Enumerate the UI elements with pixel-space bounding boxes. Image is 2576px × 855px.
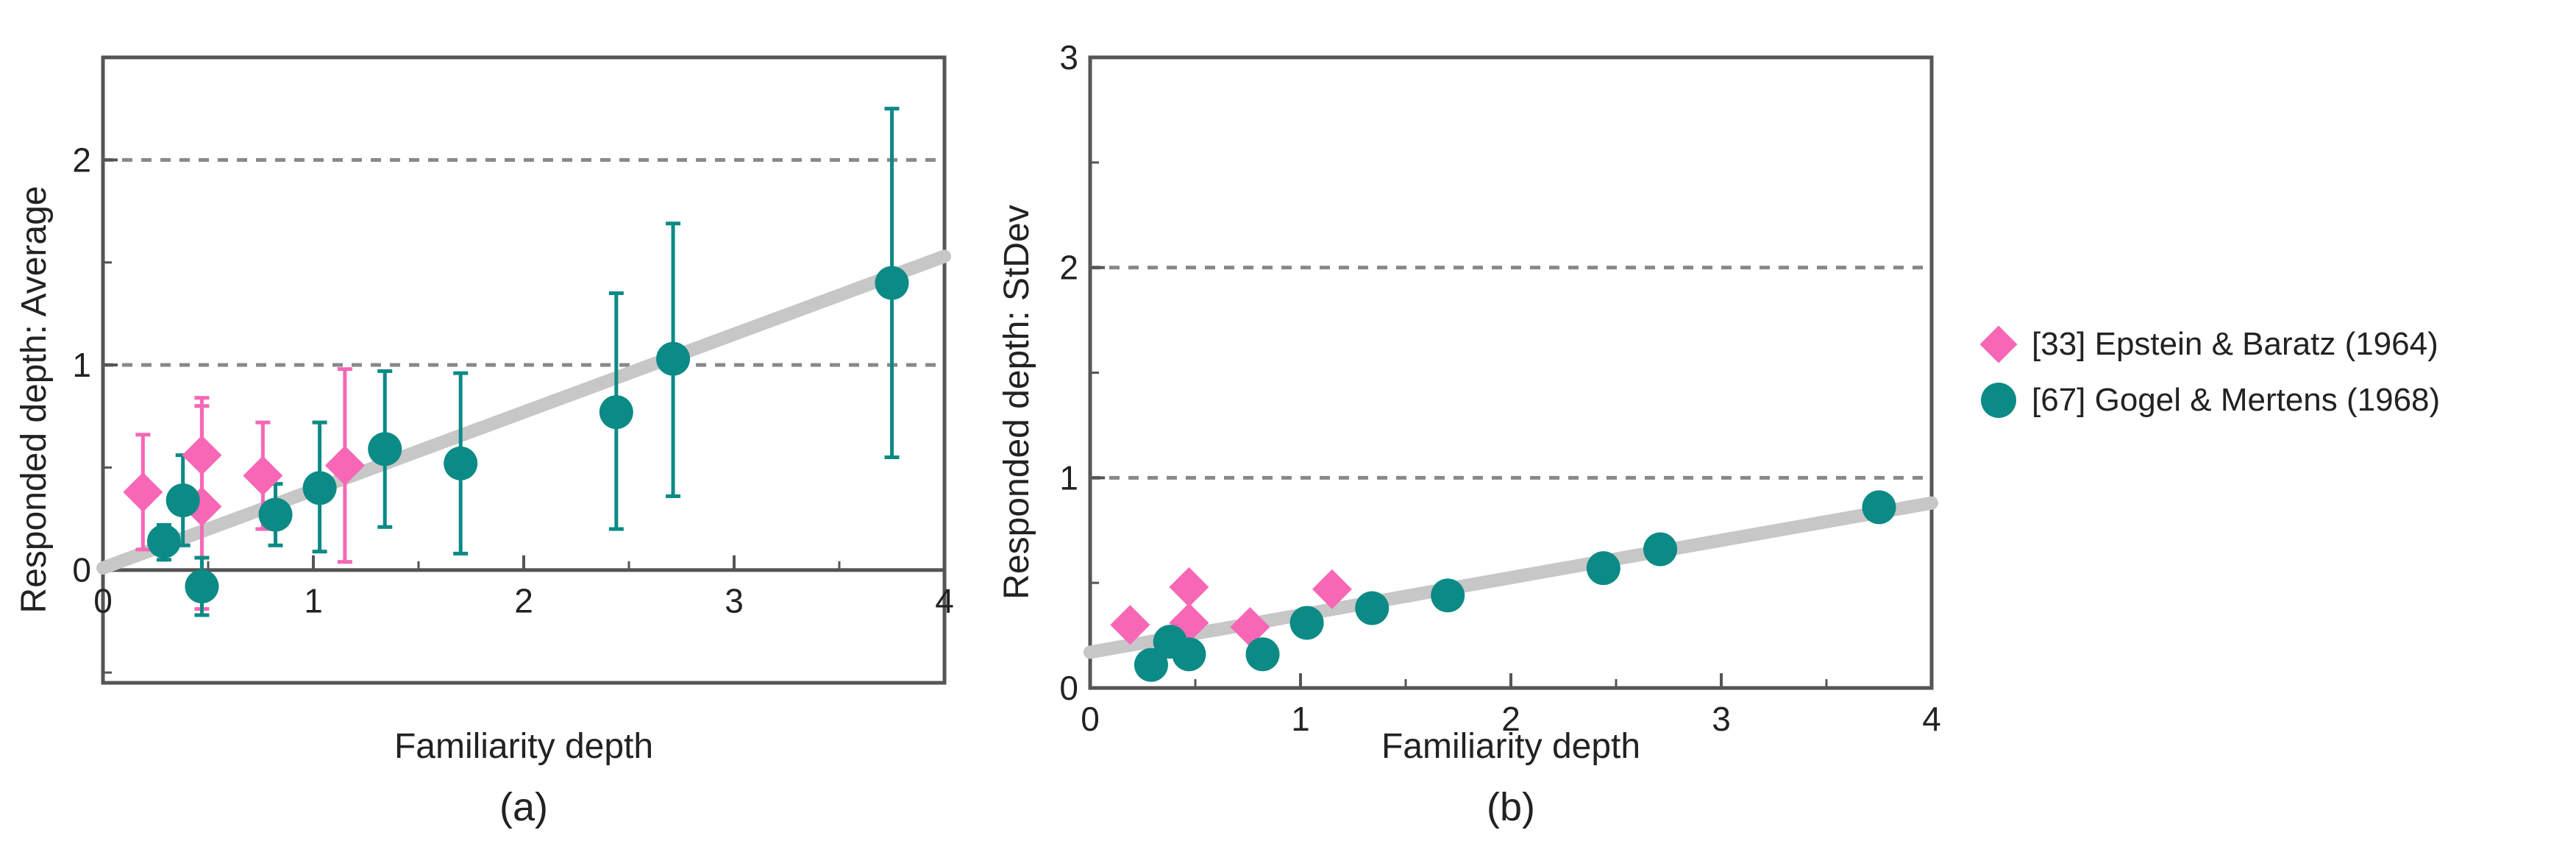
data-point-circle — [1245, 637, 1280, 672]
data-point-circle — [1431, 578, 1465, 613]
x-axis-label: Familiarity depth — [394, 727, 653, 766]
data-point-diamond — [243, 455, 283, 496]
y-tick-label: 2 — [72, 141, 91, 179]
data-point-circle — [1862, 490, 1896, 525]
data-point-circle — [1643, 532, 1678, 567]
plot-frame — [101, 55, 947, 685]
data-point-diamond — [123, 472, 163, 512]
x-tick-label: 0 — [93, 582, 113, 620]
y-tick-label: 1 — [72, 346, 91, 384]
plot-frame — [1088, 55, 1934, 690]
data-point-circle — [444, 446, 478, 480]
y-tick-label: 3 — [1059, 38, 1078, 77]
data-point-circle — [302, 471, 337, 505]
data-point-circle — [166, 483, 200, 517]
x-tick-label: 3 — [1712, 700, 1731, 738]
x-tick-label: 4 — [935, 582, 954, 620]
data-point-circle — [875, 266, 909, 300]
y-axis-label: Responded depth: StDev — [997, 205, 1036, 599]
data-point-circle — [1134, 648, 1168, 682]
legend: [33] Epstein & Baratz (1964) [67] Gogel … — [1979, 316, 2440, 428]
data-point-circle — [185, 570, 219, 604]
panel-label: (a) — [499, 785, 548, 829]
data-point-circle — [1586, 551, 1620, 586]
data-point-diamond — [1230, 607, 1270, 648]
fit-line — [1084, 496, 1938, 659]
data-point-circle — [599, 395, 633, 430]
data-point-circle — [1289, 606, 1324, 640]
data-point-circle — [1355, 591, 1390, 625]
data-point-diamond — [1110, 605, 1150, 645]
data-point-circle — [368, 432, 402, 466]
x-tick-label: 3 — [725, 582, 744, 620]
data-point-circle — [258, 497, 293, 532]
legend-label: [67] Gogel & Mertens (1968) — [2032, 382, 2441, 418]
x-tick-label: 2 — [514, 582, 533, 620]
y-tick-label: 1 — [1059, 458, 1078, 497]
legend-label: [33] Epstein & Baratz (1964) — [2032, 326, 2438, 362]
legend-item-epstein: [33] Epstein & Baratz (1964) — [1979, 316, 2440, 372]
y-axis-label: Responded depth: Average — [15, 186, 54, 614]
data-point-diamond — [182, 435, 222, 475]
x-axis-label: Familiarity depth — [1381, 727, 1640, 766]
x-tick-label: 2 — [1501, 700, 1520, 738]
y-tick-label: 2 — [1059, 249, 1078, 287]
data-point-diamond — [324, 445, 365, 486]
x-tick-label: 0 — [1081, 700, 1100, 738]
panel-a-chart: 0 1 2 3 4 0 1 2 Familiarity depth Responded depth… — [15, 55, 954, 829]
data-point-circle — [1172, 637, 1206, 672]
data-point-diamond — [1312, 569, 1352, 609]
data-point-diamond — [1169, 567, 1209, 607]
panel-label: (b) — [1487, 785, 1535, 829]
x-tick-label: 4 — [1922, 700, 1941, 738]
data-point-circle — [656, 341, 691, 376]
legend-item-gogel: [67] Gogel & Mertens (1968) — [1979, 372, 2440, 428]
data-point-circle — [146, 524, 181, 558]
y-tick-label: 0 — [1059, 669, 1078, 707]
diamond-marker-icon — [1979, 324, 2018, 364]
circle-marker-icon — [1979, 380, 2018, 420]
y-tick-label: 0 — [72, 551, 91, 589]
panel-b-chart: 0 1 2 3 4 0 1 2 3 Familiarity depth Responded dept… — [997, 38, 1941, 829]
x-tick-label: 1 — [304, 582, 323, 620]
x-tick-label: 1 — [1291, 700, 1310, 738]
fit-line — [96, 249, 951, 575]
